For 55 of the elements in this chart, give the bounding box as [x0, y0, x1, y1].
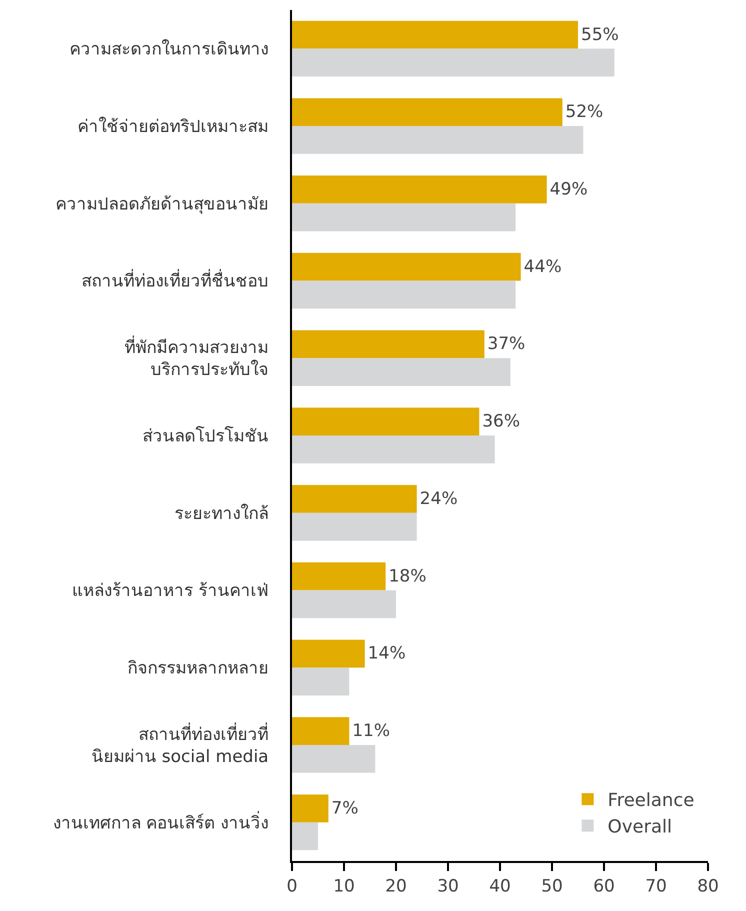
- x-tick-label: 10: [333, 876, 355, 896]
- data-label: 44%: [524, 256, 562, 277]
- bar: [292, 408, 480, 436]
- data-label: 7%: [331, 798, 358, 818]
- x-tick-label: 40: [489, 876, 511, 896]
- bar: [292, 717, 350, 745]
- legend-label: Overall: [608, 816, 672, 838]
- y-tick-label: กิจกรรมหลากหลาย: [128, 658, 269, 679]
- x-tick-label: 50: [541, 876, 563, 896]
- y-tick-label: ที่พักมีความสวยงาม บริการประทับใจ: [124, 335, 269, 380]
- legend-label: Freelance: [608, 790, 694, 812]
- y-tick-label: ความสะดวกในการเดินทาง: [70, 38, 269, 60]
- y-tick-label: ระยะทางใกล้: [174, 502, 269, 524]
- bar: [292, 562, 386, 590]
- data-label: 14%: [368, 644, 406, 664]
- y-tick-label: ค่าใช้จ่ายต่อทริปเหมาะสม: [78, 116, 269, 137]
- bar: [292, 330, 484, 358]
- bar: [292, 822, 318, 850]
- bar: [292, 176, 547, 204]
- y-tick-label: งานเทศกาล คอนเสิร์ต งานวิ่ง: [52, 810, 269, 834]
- bar: [292, 20, 578, 49]
- bar: [292, 590, 396, 618]
- data-label: 36%: [482, 412, 520, 432]
- data-label: 55%: [581, 24, 619, 45]
- x-tick-label: 30: [437, 876, 459, 896]
- data-label: 49%: [550, 179, 588, 200]
- data-label: 52%: [565, 102, 604, 122]
- data-label: 11%: [352, 721, 390, 742]
- bar: [292, 744, 376, 773]
- bar: [292, 358, 510, 386]
- y-tick-label: ความปลอดภัยด้านสุขอนามัย: [56, 194, 269, 214]
- bar: [292, 280, 516, 309]
- data-label: 37%: [487, 334, 526, 354]
- y-tick-label: สถานที่ท่องเที่ยวที่ชื่นชอบ: [82, 268, 269, 292]
- bar: [292, 485, 417, 513]
- bar: [292, 126, 584, 154]
- bar: [292, 436, 495, 464]
- x-tick-label: 80: [697, 876, 719, 896]
- data-label: 24%: [420, 488, 458, 509]
- bar: [292, 252, 521, 281]
- bar: [292, 48, 614, 77]
- data-label: 18%: [388, 566, 426, 586]
- bar: [292, 512, 417, 541]
- x-tick-label: 20: [385, 876, 407, 896]
- bar: [292, 98, 562, 126]
- bar: [292, 794, 328, 822]
- x-tick-label: 0: [286, 876, 298, 896]
- bar: [292, 668, 350, 696]
- x-tick-label: 60: [593, 876, 615, 896]
- bar: [292, 203, 516, 232]
- bar: [292, 640, 365, 668]
- y-tick-label: แหล่งร้านอาหาร ร้านคาเฟ่: [72, 581, 269, 602]
- x-tick-label: 70: [645, 876, 667, 896]
- y-tick-label: ส่วนลดโปรโมชัน: [142, 425, 269, 446]
- y-tick-label: สถานที่ท่องเที่ยวที่ นิยมผ่าน social media: [91, 722, 269, 767]
